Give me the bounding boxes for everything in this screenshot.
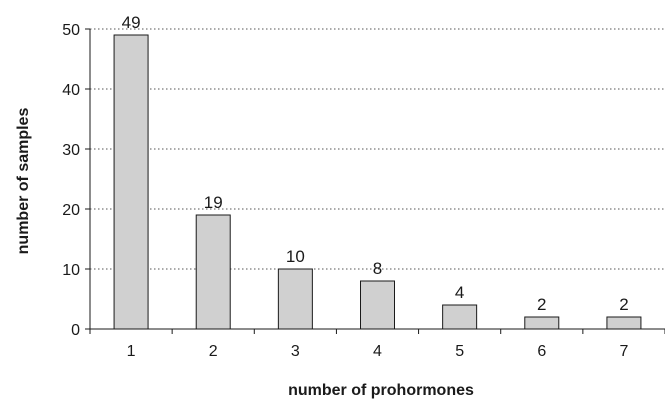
x-tick-label: 2 bbox=[209, 343, 218, 360]
data-label: 2 bbox=[619, 295, 628, 314]
bar bbox=[442, 304, 478, 330]
grid-lines bbox=[90, 28, 665, 270]
y-axis-title: number of samples bbox=[15, 108, 32, 255]
y-tick-label: 10 bbox=[62, 262, 80, 279]
x-tick-label: 4 bbox=[373, 343, 382, 360]
axes bbox=[85, 28, 665, 334]
bars bbox=[113, 34, 642, 330]
bar bbox=[360, 280, 395, 330]
bar bbox=[195, 214, 231, 330]
bar bbox=[277, 268, 313, 330]
x-tick-label: 7 bbox=[619, 343, 628, 360]
data-label: 8 bbox=[373, 259, 382, 278]
x-tick-label: 5 bbox=[455, 343, 464, 360]
x-tick-label: 1 bbox=[127, 343, 136, 360]
data-labels: 49 19 10 8 4 2 2 bbox=[122, 13, 629, 314]
x-tick-label: 6 bbox=[537, 343, 546, 360]
x-tick-label: 3 bbox=[291, 343, 300, 360]
data-label: 4 bbox=[455, 283, 464, 302]
bar bbox=[113, 34, 149, 330]
y-tick-label: 50 bbox=[62, 22, 80, 39]
data-label: 49 bbox=[122, 13, 141, 32]
tick-labels: 0 10 20 30 40 50 1 2 3 4 5 6 7 bbox=[62, 22, 628, 360]
y-tick-label: 0 bbox=[71, 322, 80, 339]
data-label: 19 bbox=[204, 193, 223, 212]
data-label: 2 bbox=[537, 295, 546, 314]
y-tick-label: 40 bbox=[62, 82, 80, 99]
bar bbox=[524, 316, 560, 330]
bar bbox=[606, 316, 642, 330]
data-label: 10 bbox=[286, 247, 305, 266]
y-tick-label: 20 bbox=[62, 202, 80, 219]
x-axis-title: number of prohormones bbox=[288, 382, 474, 399]
y-tick-label: 30 bbox=[62, 142, 80, 159]
